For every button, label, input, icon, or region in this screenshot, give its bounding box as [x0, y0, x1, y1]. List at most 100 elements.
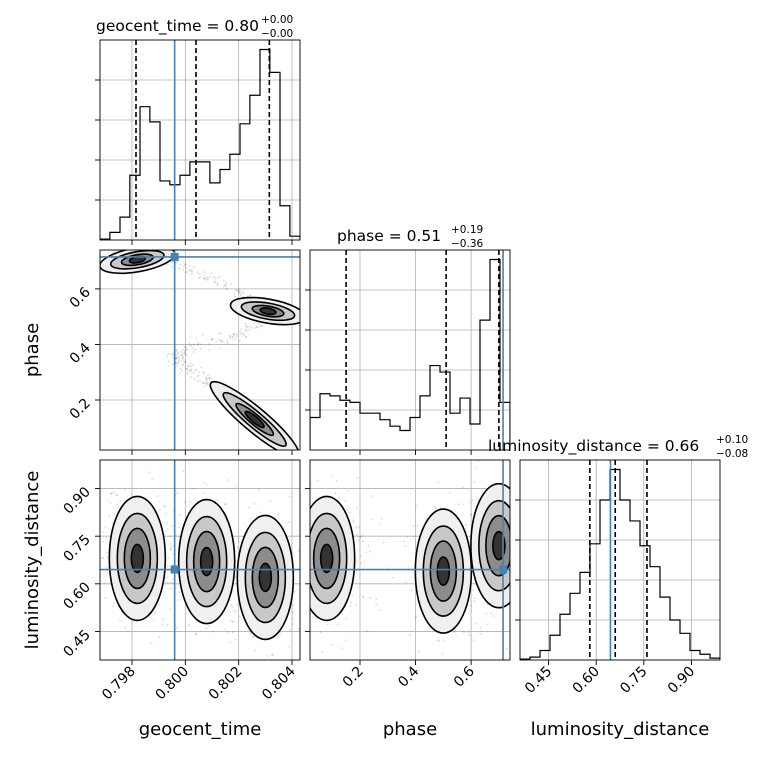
sample-point [172, 356, 174, 359]
sample-point [220, 339, 222, 342]
title-luminosity-distance-minus: −0.08 [716, 448, 748, 460]
sample-point [287, 502, 289, 504]
sample-point [196, 375, 199, 378]
sample-point [214, 280, 217, 283]
sample-point [118, 620, 121, 623]
sample-point [303, 556, 305, 558]
sample-point [177, 525, 180, 528]
sample-point [413, 535, 416, 538]
sample-point [245, 336, 247, 338]
sample-point [296, 611, 298, 613]
sample-point [338, 496, 341, 499]
sample-point [472, 639, 475, 642]
sample-point [344, 499, 347, 502]
sample-point [191, 363, 194, 366]
sample-point [190, 370, 193, 373]
sample-point [206, 278, 209, 281]
sample-point [257, 489, 260, 492]
x-tick-label: 0.802 [206, 664, 246, 704]
sample-point [522, 566, 524, 568]
sample-point [216, 282, 219, 285]
sample-point [106, 566, 109, 569]
sample-point [113, 602, 115, 605]
sample-point [177, 359, 180, 362]
sample-point [407, 567, 410, 570]
sample-point [255, 325, 258, 328]
sample-point [176, 353, 179, 356]
sample-point [522, 596, 524, 598]
sample-point [166, 263, 169, 266]
sample-point [242, 332, 245, 335]
sample-point [516, 522, 518, 524]
sample-point [210, 338, 213, 341]
sample-point [307, 580, 309, 582]
sample-point [104, 597, 107, 600]
sample-point [179, 372, 182, 375]
axes-frame [99, 249, 301, 451]
sample-point [158, 636, 161, 639]
sample-point [197, 374, 200, 377]
density-layer [100, 250, 300, 450]
sample-point [448, 491, 451, 494]
sample-point [232, 620, 235, 623]
sample-point [250, 517, 253, 520]
sample-point [90, 516, 92, 518]
sample-point [464, 523, 467, 526]
sample-point [189, 264, 191, 267]
sample-point [205, 627, 208, 630]
sample-point [505, 647, 508, 650]
sample-point [177, 361, 180, 364]
sample-point [229, 641, 232, 644]
sample-point [361, 540, 364, 543]
sample-point [210, 272, 213, 275]
sample-point [306, 605, 308, 607]
sample-point [230, 603, 233, 606]
sample-point [190, 344, 193, 347]
sample-point [115, 493, 118, 496]
sample-point [231, 337, 234, 340]
sample-point [180, 350, 183, 353]
sample-point [247, 329, 250, 331]
sample-point [181, 355, 184, 358]
sample-point [366, 630, 369, 633]
sample-point [205, 483, 208, 486]
sample-point [188, 370, 191, 372]
sample-point [186, 368, 189, 371]
sample-point [486, 623, 489, 626]
sample-point [183, 346, 186, 349]
sample-point [219, 275, 221, 278]
sample-point [213, 276, 215, 278]
sample-point [161, 623, 164, 626]
sample-point [535, 553, 537, 555]
sample-point [277, 513, 279, 516]
sample-point [205, 377, 208, 380]
sample-point [245, 329, 248, 332]
sample-point [235, 335, 238, 338]
sample-point [196, 343, 199, 346]
sample-point [224, 284, 227, 287]
sample-point [303, 542, 305, 544]
y-tick-label: 0.60 [60, 579, 93, 612]
sample-point [335, 480, 338, 483]
sample-point [252, 635, 255, 638]
sample-point [371, 495, 374, 498]
sample-point [208, 377, 211, 380]
sample-point [552, 607, 554, 609]
sample-point [379, 523, 382, 526]
sample-point [301, 587, 303, 589]
sample-point [201, 382, 204, 385]
sample-point [352, 520, 355, 523]
sample-point [170, 587, 172, 590]
sample-point [103, 582, 106, 585]
sample-point [485, 612, 488, 615]
sample-point [158, 500, 161, 503]
sample-point [190, 270, 192, 272]
sample-point [434, 507, 437, 510]
xlabel-phase: phase [383, 719, 437, 740]
sample-point [511, 573, 513, 575]
sample-point [340, 647, 343, 650]
sample-point [192, 350, 195, 353]
sample-point [279, 632, 281, 635]
sample-point [172, 260, 174, 263]
sample-point [219, 332, 222, 335]
